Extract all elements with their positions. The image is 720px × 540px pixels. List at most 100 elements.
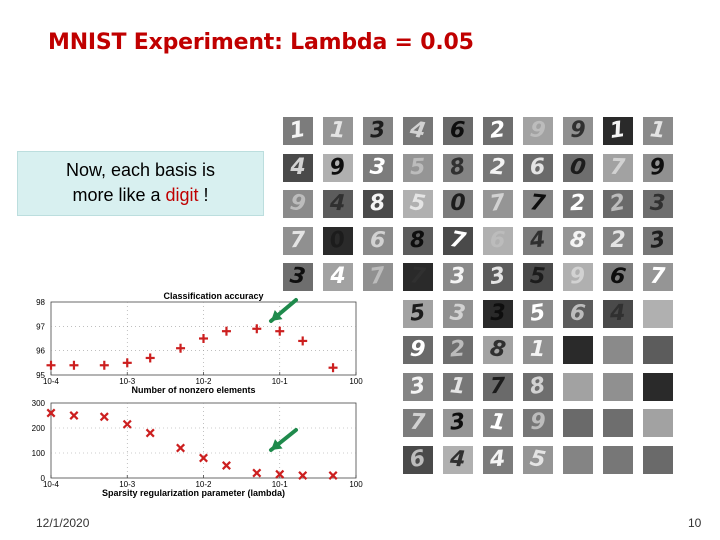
basis-digit: 3 — [488, 263, 508, 291]
marker-stroke — [69, 411, 79, 420]
basis-image-3-4: 7 — [443, 226, 473, 255]
basis-image-0-1: 1 — [323, 117, 353, 145]
basis-image-0-0: 1 — [283, 117, 313, 145]
basis-digit: 8 — [448, 153, 468, 181]
basis-digit: 7 — [409, 409, 427, 436]
basis-image-6-7 — [563, 336, 593, 364]
x-marker-4 — [145, 428, 155, 438]
charts: 95 96 97 98 10-4 10-3 10-2 10-1 100 Classificatio… — [32, 291, 364, 498]
basis-image-8-5: 1 — [483, 409, 513, 437]
basis-digit: 1 — [488, 409, 508, 436]
green-arrow-accuracy — [269, 298, 298, 323]
y-tick-label: 97 — [36, 322, 45, 331]
basis-image-9-7 — [563, 445, 593, 474]
basis-image-2-2: 8 — [363, 190, 393, 218]
arrow-head — [271, 309, 283, 321]
basis-digit: 4 — [290, 154, 306, 180]
basis-image-5-9 — [643, 299, 673, 328]
basis-image-6-9 — [643, 336, 673, 364]
basis-image-2-0: 9 — [283, 190, 313, 218]
basis-digit: 4 — [529, 226, 547, 254]
plus-marker-3 — [122, 358, 132, 368]
basis-image-1-3: 5 — [403, 153, 433, 182]
y-tick-label: 95 — [36, 371, 45, 380]
basis-digit: 4 — [609, 300, 627, 326]
y-tick-label: 0 — [41, 474, 46, 483]
basis-image-8-7 — [563, 409, 593, 437]
plus-marker-7 — [221, 326, 231, 336]
basis-digit: 9 — [569, 263, 587, 290]
basis-digit: 1 — [649, 117, 667, 144]
plus-marker-1 — [69, 360, 79, 370]
basis-digit: 7 — [409, 263, 427, 290]
basis-image-3-9: 3 — [643, 226, 673, 255]
plot-frame-1 — [50, 402, 357, 479]
marker-stroke — [145, 428, 155, 438]
basis-image-3-1: 0 — [323, 226, 353, 255]
basis-image-5-4: 3 — [443, 299, 473, 328]
basis-digit: 3 — [648, 226, 668, 254]
basis-digit: 2 — [489, 153, 507, 181]
x-marker-11 — [328, 471, 338, 480]
x-tick-label: 10-4 — [43, 377, 60, 386]
basis-digit: 6 — [408, 445, 428, 473]
plus-marker-4 — [145, 353, 155, 363]
slide-title: MNIST Experiment: Lambda = 0.05 — [48, 30, 474, 55]
basis-image-4-4: 3 — [443, 263, 473, 291]
basis-digit: 2 — [569, 190, 587, 217]
basis-image-7-3: 3 — [403, 372, 433, 401]
basis-image-1-7: 0 — [563, 153, 593, 182]
basis-image-8-8 — [603, 409, 633, 437]
y-tick-label: 100 — [32, 449, 46, 458]
x-tick-label: 10-2 — [195, 377, 212, 386]
marker-stroke — [46, 408, 56, 418]
basis-image-3-0: 7 — [283, 226, 313, 255]
basis-digit: 6 — [608, 263, 628, 291]
callout-line-2: more like a digit ! — [18, 183, 263, 208]
basis-digit: 5 — [409, 154, 427, 180]
basis-digit: 3 — [449, 409, 467, 436]
basis-image-0-7: 9 — [563, 117, 593, 145]
green-arrow-nonzero — [269, 428, 298, 452]
basis-image-3-2: 6 — [363, 226, 393, 255]
basis-digit: 6 — [369, 226, 387, 254]
x-tick-label: 100 — [349, 480, 363, 489]
plus-marker-5 — [176, 343, 186, 353]
basis-digit: 6 — [529, 153, 547, 181]
x-marker-3 — [122, 419, 132, 429]
plus-marker-6 — [199, 334, 208, 343]
basis-image-5-3: 5 — [403, 299, 433, 328]
callout-box: Now, each basis is more like a digit ! — [17, 151, 264, 216]
basis-digit: 4 — [449, 445, 467, 473]
basis-digit: 5 — [528, 445, 548, 473]
x-marker-7 — [221, 461, 231, 470]
basis-image-6-4: 2 — [443, 336, 473, 364]
basis-digit: 7 — [489, 373, 507, 399]
basis-digit: 9 — [570, 118, 586, 143]
y-tick-label: 96 — [36, 347, 45, 356]
x-marker-10 — [298, 471, 308, 480]
x-tick-label: 10-4 — [43, 480, 60, 489]
y-tick-label: 98 — [36, 298, 45, 307]
basis-image-9-8 — [603, 445, 633, 474]
basis-image-9-3: 6 — [403, 445, 433, 474]
plus-marker-0 — [46, 360, 56, 370]
basis-image-8-9 — [643, 409, 673, 437]
basis-digit: 4 — [489, 445, 507, 473]
basis-digit: 3 — [490, 300, 506, 326]
basis-digit: 0 — [568, 153, 588, 181]
basis-image-7-9 — [643, 372, 673, 401]
basis-image-8-3: 7 — [403, 409, 433, 437]
basis-digit: 2 — [610, 227, 626, 253]
basis-image-5-5: 3 — [483, 299, 513, 328]
basis-image-4-3: 7 — [403, 263, 433, 291]
plus-marker-9 — [275, 326, 285, 336]
plus-marker-11 — [328, 363, 338, 373]
basis-image-4-1: 4 — [323, 263, 353, 291]
plus-marker-10 — [298, 336, 308, 346]
basis-digit: 1 — [288, 117, 308, 145]
basis-digit: 5 — [529, 263, 547, 290]
basis-digit: 3 — [369, 117, 387, 144]
marker-stroke — [99, 412, 109, 422]
basis-digit: 6 — [489, 227, 507, 253]
